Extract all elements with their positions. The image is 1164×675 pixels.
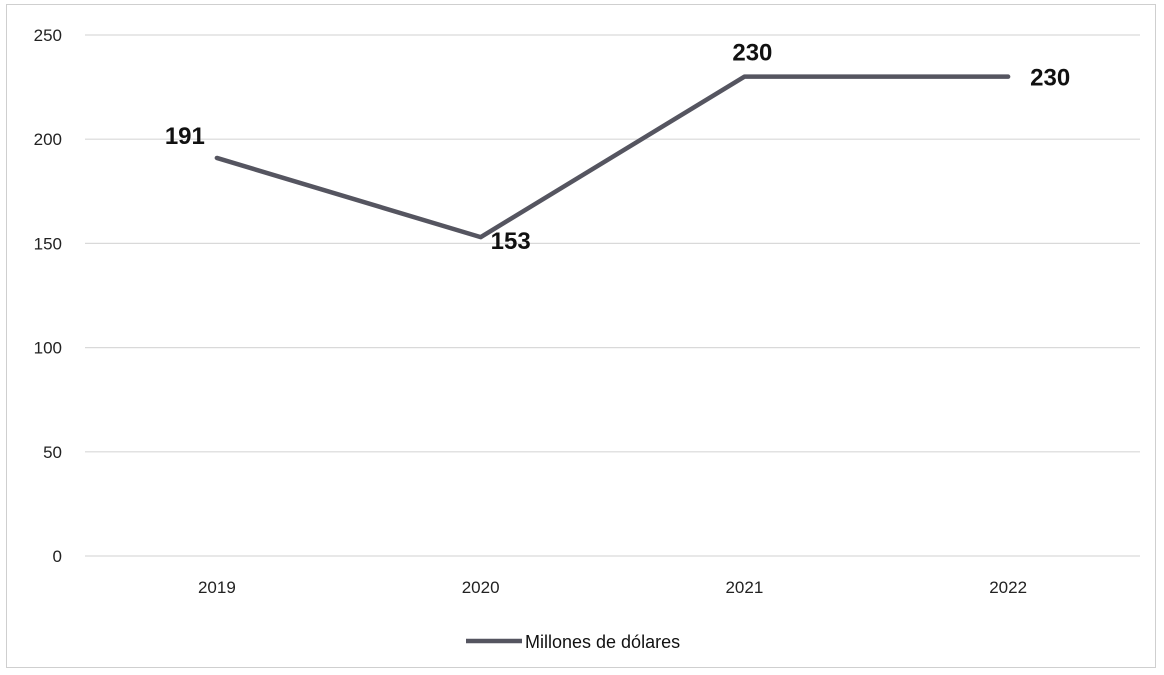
y-tick-label: 100 [34, 339, 62, 358]
y-tick-label: 150 [34, 234, 62, 253]
y-axis-ticks: 0 50 100 150 200 250 [34, 26, 62, 566]
y-tick-label: 250 [34, 26, 62, 45]
data-label: 230 [732, 40, 772, 67]
series-line [214, 74, 1011, 240]
y-tick-label: 200 [34, 130, 62, 149]
y-tick-label: 50 [43, 443, 62, 462]
x-tick-label: 2020 [462, 578, 500, 597]
series-group [214, 74, 1011, 240]
data-labels: 191 153 230 230 [165, 40, 1070, 255]
x-axis-ticks: 2019 2020 2021 2022 [198, 578, 1027, 597]
legend: Millones de dólares [466, 632, 680, 652]
y-tick-label: 0 [53, 547, 62, 566]
gridlines [85, 34, 1140, 557]
legend-label: Millones de dólares [525, 632, 680, 652]
x-tick-label: 2021 [725, 578, 763, 597]
x-tick-label: 2019 [198, 578, 236, 597]
data-label: 230 [1030, 65, 1070, 92]
x-tick-label: 2022 [989, 578, 1027, 597]
data-label: 191 [165, 123, 205, 150]
data-label: 153 [491, 228, 531, 255]
chart-frame [6, 4, 1156, 668]
